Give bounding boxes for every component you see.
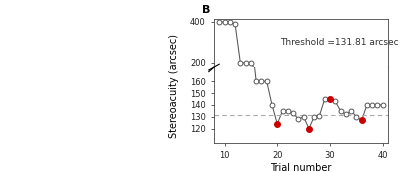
Text: Threshold =131.81 arcsec: Threshold =131.81 arcsec [280,37,399,47]
Text: Stereoacuity (arcsec): Stereoacuity (arcsec) [169,34,179,138]
X-axis label: Trial number: Trial number [270,163,332,172]
Text: B: B [202,5,210,15]
